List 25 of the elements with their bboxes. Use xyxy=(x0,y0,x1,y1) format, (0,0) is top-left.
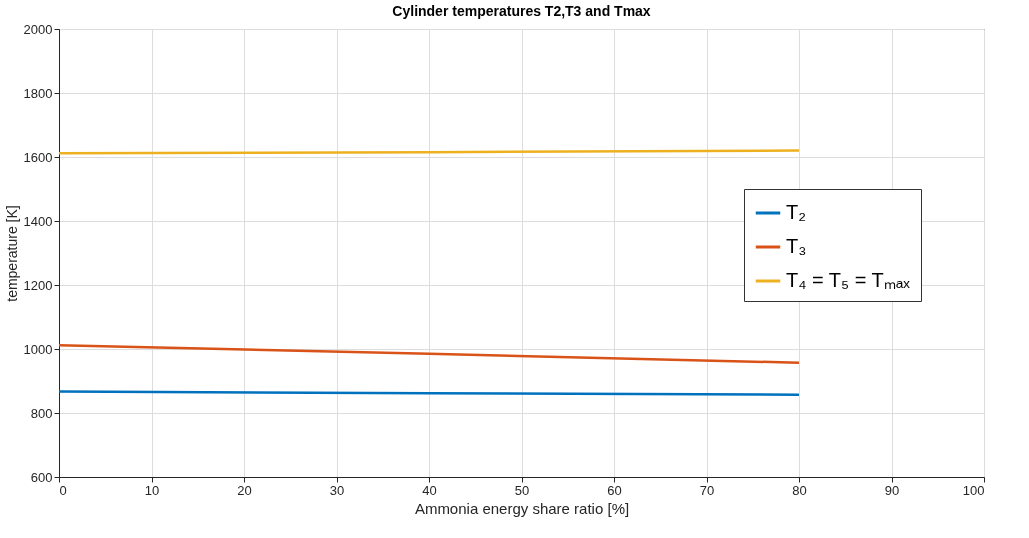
y-tick-label: 800 xyxy=(30,405,53,421)
y-tick-label: 1600 xyxy=(23,149,53,165)
x-tick-label: 80 xyxy=(792,482,807,498)
x-tick-label: 70 xyxy=(699,482,715,498)
legend-label: T₂ xyxy=(786,201,806,223)
y-tick-label: 1200 xyxy=(23,277,53,293)
x-tick-label: 100 xyxy=(962,482,985,498)
y-tick-label: 1800 xyxy=(23,85,53,101)
y-tick-label: 2000 xyxy=(23,21,53,37)
x-tick-label: 20 xyxy=(237,482,252,498)
x-tick-label: 40 xyxy=(422,482,437,498)
x-tick-label: 90 xyxy=(884,482,900,498)
y-tick-label: 1400 xyxy=(23,213,53,229)
x-axis-title: Ammonia energy share ratio [%] xyxy=(414,499,630,517)
x-tick-label: 0 xyxy=(59,482,67,498)
y-tick-label: 1000 xyxy=(23,341,53,357)
y-axis-title: temperature [K] xyxy=(3,205,20,302)
legend-label: T₃ xyxy=(786,235,807,257)
x-tick-label: 30 xyxy=(329,482,345,498)
y-tick-label: 600 xyxy=(30,469,53,485)
legend-label: T₄ = T₅ = Tₘₐₓ xyxy=(786,269,911,291)
x-tick-label: 50 xyxy=(514,482,530,498)
x-tick-label: 10 xyxy=(144,482,160,498)
chart-title: Cylinder temperatures T2,T3 and Tmax xyxy=(392,3,651,19)
x-tick-label: 60 xyxy=(607,482,622,498)
